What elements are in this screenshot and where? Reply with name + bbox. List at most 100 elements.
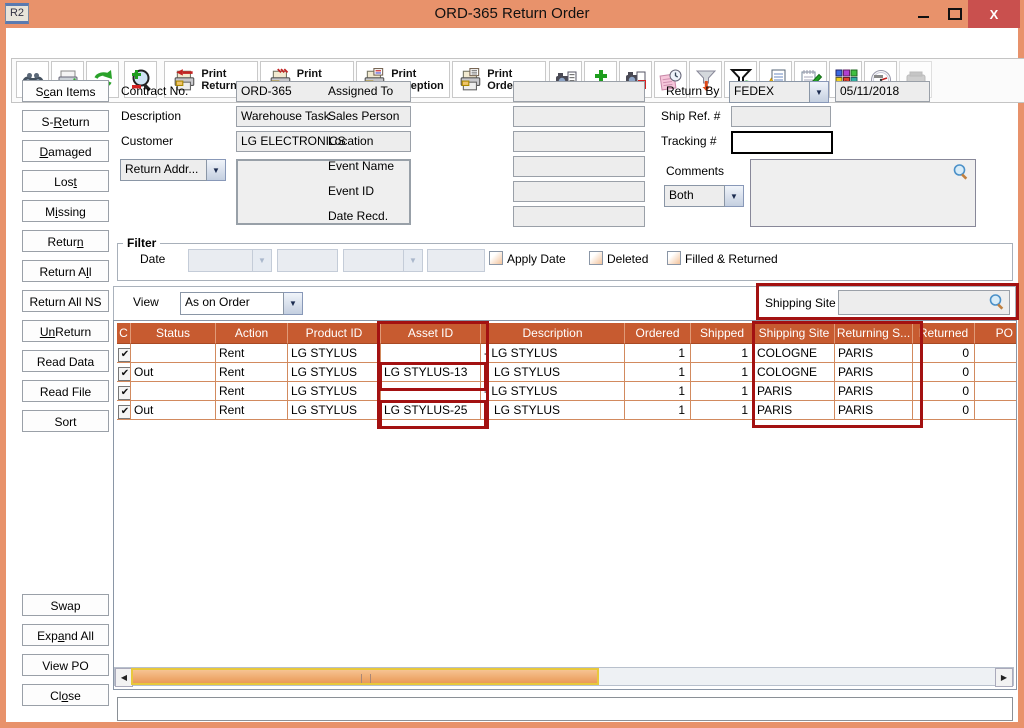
- zoom-adjust-button[interactable]: [124, 61, 157, 98]
- filled-returned-checkbox[interactable]: [667, 251, 681, 265]
- sidebar-return-button[interactable]: Return: [22, 230, 109, 252]
- sidebar-lost-button[interactable]: Lost: [22, 170, 109, 192]
- grid-row-2[interactable]: ✔ Out Rent LG STYLUS LG STYLUS-13 LG STY…: [117, 363, 1016, 382]
- cell-shipped[interactable]: 1: [691, 363, 754, 382]
- cell-asset-id[interactable]: [381, 382, 481, 401]
- cell-action[interactable]: Rent: [216, 382, 288, 401]
- grid-row-3[interactable]: ✔ Rent LG STYLUS - LG STYLUS 1 1 PARIS P…: [117, 382, 1016, 401]
- chevron-down-icon[interactable]: ▼: [725, 185, 744, 207]
- sidebar-read-file-button[interactable]: Read File: [22, 380, 109, 402]
- apply-date-checkbox[interactable]: [489, 251, 503, 265]
- shipping-site-search-icon[interactable]: [988, 293, 1006, 311]
- cell-po[interactable]: [975, 344, 1016, 363]
- sidebar-view-po-button[interactable]: View PO: [22, 654, 109, 676]
- chevron-down-icon[interactable]: ▼: [284, 292, 303, 315]
- col-header-description[interactable]: Description: [481, 323, 625, 344]
- cell-asset-id[interactable]: LG STYLUS-13: [381, 363, 481, 382]
- scroll-right-button[interactable]: ▶: [995, 668, 1013, 687]
- grid-row-1[interactable]: ✔ Rent LG STYLUS - LG STYLUS 1 1 COLOGNE…: [117, 344, 1016, 363]
- cell-asset-id[interactable]: [381, 344, 481, 363]
- sidebar-missing-button[interactable]: Missing: [22, 200, 109, 222]
- event-id-field[interactable]: [513, 181, 645, 202]
- cell-action[interactable]: Rent: [216, 344, 288, 363]
- deleted-checkbox[interactable]: [589, 251, 603, 265]
- sidebar-sort-button[interactable]: Sort: [22, 410, 109, 432]
- cell-check[interactable]: ✔: [117, 382, 131, 401]
- cell-check[interactable]: ✔: [117, 401, 131, 420]
- row-checkbox-checked[interactable]: ✔: [118, 405, 130, 419]
- col-header-returning-site[interactable]: Returning S...: [835, 323, 913, 344]
- return-by-dropdown[interactable]: FEDEX ▼: [729, 81, 829, 103]
- col-header-status[interactable]: Status: [131, 323, 216, 344]
- cell-shipped[interactable]: 1: [691, 382, 754, 401]
- row-checkbox-checked[interactable]: ✔: [118, 386, 130, 400]
- shipping-site-field[interactable]: [838, 290, 1010, 315]
- cell-shipped[interactable]: 1: [691, 344, 754, 363]
- cell-product-id[interactable]: LG STYLUS: [288, 401, 381, 420]
- sidebar-unreturn-button[interactable]: UnReturn: [22, 320, 109, 342]
- sidebar-return-all-button[interactable]: Return All: [22, 260, 109, 282]
- sales-person-field[interactable]: [513, 106, 645, 127]
- cell-returned[interactable]: 0: [913, 363, 975, 382]
- cell-action[interactable]: Rent: [216, 363, 288, 382]
- col-header-shipped[interactable]: Shipped: [691, 323, 754, 344]
- cell-shipping-site[interactable]: COLOGNE: [754, 344, 835, 363]
- col-header-asset-id[interactable]: Asset ID: [381, 323, 481, 344]
- chevron-down-icon[interactable]: ▼: [207, 159, 226, 181]
- cell-asset-id[interactable]: LG STYLUS-25: [381, 401, 481, 420]
- ship-ref-field[interactable]: [731, 106, 831, 127]
- maximize-button[interactable]: [940, 0, 970, 28]
- tracking-field[interactable]: [731, 131, 833, 154]
- location-field[interactable]: [513, 131, 645, 152]
- cell-ordered[interactable]: 1: [625, 401, 691, 420]
- cell-action[interactable]: Rent: [216, 401, 288, 420]
- grid-row-4[interactable]: ✔ Out Rent LG STYLUS LG STYLUS-25 LG STY…: [117, 401, 1016, 420]
- minimize-button[interactable]: [908, 0, 938, 28]
- sidebar-swap-button[interactable]: Swap: [22, 594, 109, 616]
- cell-shipping-site[interactable]: COLOGNE: [754, 363, 835, 382]
- notes-clock-button[interactable]: [654, 61, 687, 98]
- cell-product-id[interactable]: LG STYLUS: [288, 382, 381, 401]
- cell-status[interactable]: Out: [131, 363, 216, 382]
- cell-product-id[interactable]: LG STYLUS: [288, 344, 381, 363]
- cell-po[interactable]: [975, 401, 1016, 420]
- return-date-field[interactable]: 05/11/2018: [835, 81, 930, 102]
- sidebar-expand-all-button[interactable]: Expand All: [22, 624, 109, 646]
- cell-check[interactable]: ✔: [117, 363, 131, 382]
- description-field[interactable]: Warehouse Task: [236, 106, 411, 127]
- cell-po[interactable]: [975, 363, 1016, 382]
- cell-description[interactable]: LG STYLUS: [481, 401, 625, 420]
- sidebar-damaged-button[interactable]: Damaged: [22, 140, 109, 162]
- cell-ordered[interactable]: 1: [625, 382, 691, 401]
- close-window-button[interactable]: X: [968, 0, 1020, 28]
- cell-returning-site[interactable]: PARIS: [835, 401, 913, 420]
- cell-description[interactable]: - LG STYLUS: [481, 344, 625, 363]
- scrollbar-thumb[interactable]: [131, 668, 599, 685]
- sidebar-scan-items-button[interactable]: Scan Items: [22, 80, 109, 102]
- cell-returned[interactable]: 0: [913, 382, 975, 401]
- cell-shipped[interactable]: 1: [691, 401, 754, 420]
- cell-returned[interactable]: 0: [913, 344, 975, 363]
- event-name-field[interactable]: [513, 156, 645, 177]
- cell-returning-site[interactable]: PARIS: [835, 382, 913, 401]
- cell-description[interactable]: - LG STYLUS: [481, 382, 625, 401]
- comments-mode-dropdown[interactable]: Both ▼: [664, 185, 744, 207]
- sidebar-close-button[interactable]: Close: [22, 684, 109, 706]
- cell-ordered[interactable]: 1: [625, 344, 691, 363]
- assigned-to-field[interactable]: [513, 81, 645, 102]
- col-header-product-id[interactable]: Product ID: [288, 323, 381, 344]
- view-dropdown[interactable]: As on Order ▼: [180, 292, 303, 315]
- sidebar-read-data-button[interactable]: Read Data: [22, 350, 109, 372]
- filter-export-button[interactable]: [689, 61, 722, 98]
- sidebar-return-all-ns-button[interactable]: Return All NS: [22, 290, 109, 312]
- cell-description[interactable]: LG STYLUS: [481, 363, 625, 382]
- col-header-check[interactable]: C: [117, 323, 131, 344]
- comments-textarea[interactable]: [750, 159, 976, 227]
- cell-check[interactable]: ✔: [117, 344, 131, 363]
- cell-status[interactable]: [131, 344, 216, 363]
- cell-returned[interactable]: 0: [913, 401, 975, 420]
- col-header-shipping-site[interactable]: Shipping Site: [754, 323, 835, 344]
- customer-field[interactable]: LG ELECTRONICS: [236, 131, 411, 152]
- sidebar-s-return-button[interactable]: S-Return: [22, 110, 109, 132]
- return-address-textarea[interactable]: [236, 159, 411, 225]
